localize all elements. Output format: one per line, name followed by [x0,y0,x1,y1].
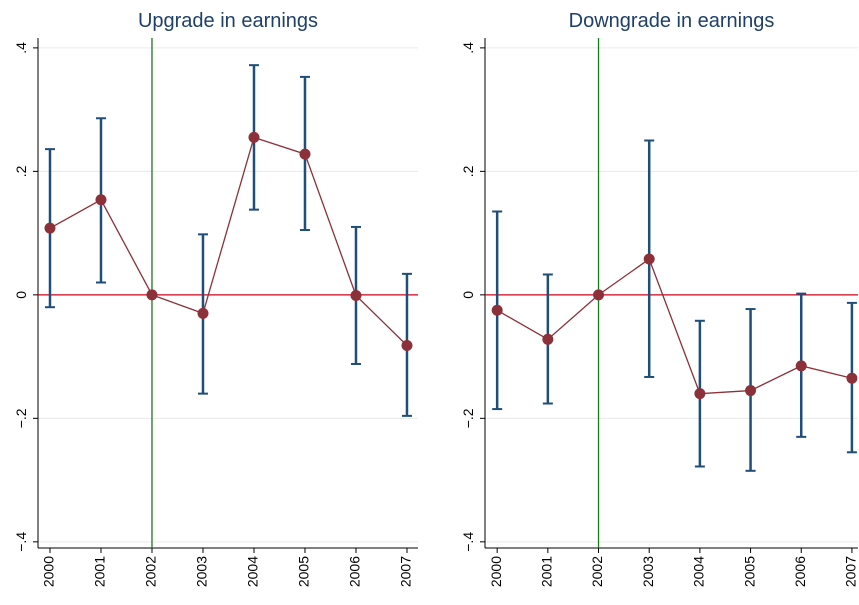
point [248,131,260,143]
y-tick-label: −.2 [13,408,29,428]
x-tick-label: 2001 [539,556,555,587]
point [95,194,107,206]
x-tick-label: 2004 [691,556,707,587]
x-tick-label: 2006 [347,556,363,587]
x-tick-label: 2001 [92,556,108,587]
y-tick-label: −.4 [13,532,29,552]
x-tick-label: 2000 [41,556,57,587]
chart-title: Upgrade in earnings [138,10,318,32]
y-tick-label: .4 [460,42,476,54]
point [593,289,605,301]
y-tick-label: .4 [13,42,29,54]
panel: Upgrade in earnings −.4 −.2 0 .2 .4 2000 2001 20… [13,10,418,587]
x-tick-label: 2007 [843,556,859,587]
line [496,258,853,395]
chart-title: Downgrade in earnings [569,10,775,32]
x-tick-label: 2006 [792,556,808,587]
x-tick-label: 2002 [589,556,605,587]
point [491,304,503,316]
point [197,307,209,319]
x-tick-label: 2000 [488,556,504,587]
y-tick-label: −.4 [460,532,476,552]
point [694,388,706,400]
x-tick-label: 2003 [640,556,656,587]
point [846,372,858,384]
point [745,385,757,397]
x-tick-label: 2002 [143,556,159,587]
point [299,148,311,160]
point [795,360,807,372]
line [49,136,408,346]
y-tick-label: 0 [460,291,476,299]
point [643,253,655,265]
x-tick-label: 2004 [245,556,261,587]
point [542,333,554,345]
y-tick-label: −.2 [460,408,476,428]
point [44,222,56,234]
point [350,289,362,301]
y-tick-label: 0 [13,291,29,299]
y-tick-label: .2 [460,165,476,177]
y-tick-label: .2 [13,165,29,177]
x-tick-label: 2003 [194,556,210,587]
x-tick-label: 2005 [296,556,312,587]
point [146,289,158,301]
point [401,339,413,351]
panel: Downgrade in earnings −.4 −.2 0 .2 .4 2000 2001… [460,10,859,587]
x-tick-label: 2007 [398,556,414,587]
x-tick-label: 2005 [741,556,757,587]
